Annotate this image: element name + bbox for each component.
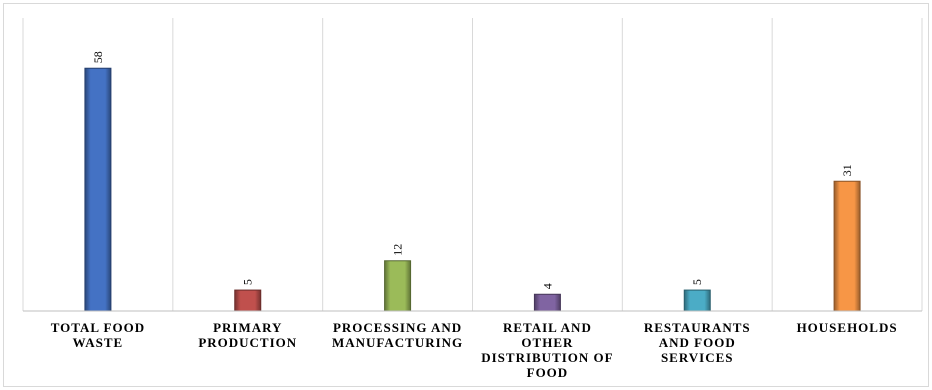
category-label: RESTAURANTS AND FOOD SERVICES	[644, 320, 751, 365]
bar	[234, 289, 262, 312]
bar	[384, 260, 412, 312]
data-label: 5	[690, 279, 704, 285]
data-labels: 58 5 12 4 5 31	[91, 51, 854, 289]
bar	[833, 180, 861, 312]
data-label: 31	[840, 164, 854, 176]
data-label: 12	[391, 244, 405, 256]
data-label: 58	[91, 51, 105, 63]
bar	[533, 293, 561, 312]
category-label: HOUSEHOLDS	[797, 320, 898, 335]
bar	[683, 289, 711, 312]
data-label: 4	[540, 283, 554, 289]
bar	[84, 67, 112, 312]
category-label: RETAIL AND OTHER DISTRIBUTION OF FOOD	[481, 320, 613, 380]
chart-frame	[3, 3, 929, 387]
category-gridlines	[22, 18, 923, 311]
data-label: 5	[241, 279, 255, 285]
x-axis: TOTAL FOOD WASTE PRIMARY PRODUCTION PROCESSI…	[23, 310, 922, 380]
category-label: PROCESSING AND MANUFACTURING	[332, 320, 463, 350]
category-label: TOTAL FOOD WASTE	[51, 320, 145, 350]
category-label: PRIMARY PRODUCTION	[198, 320, 297, 350]
